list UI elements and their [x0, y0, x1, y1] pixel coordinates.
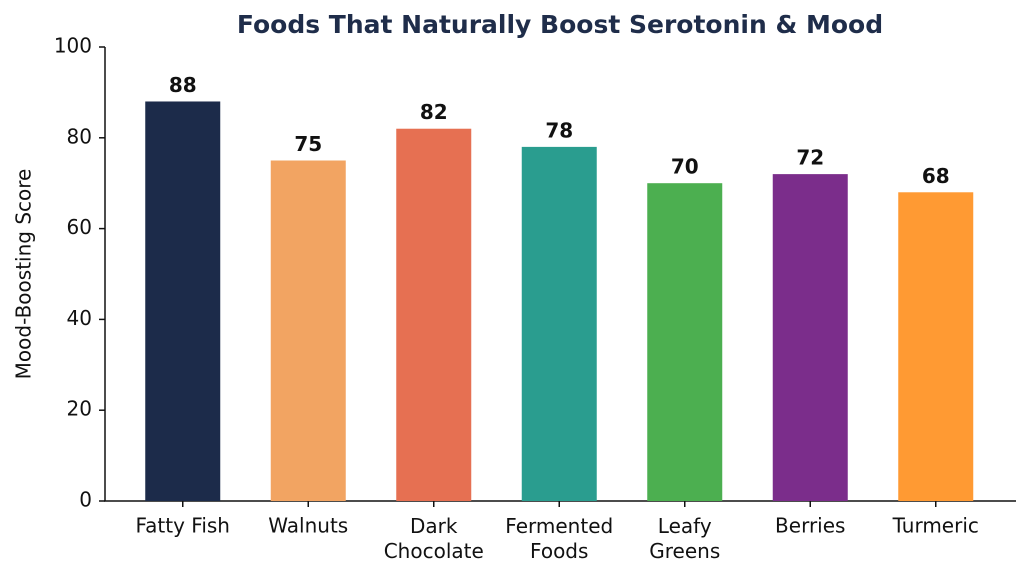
y-axis-label: Mood-Boosting Score [12, 169, 36, 380]
value-label: 78 [545, 118, 573, 142]
bar [145, 101, 221, 501]
bar [772, 174, 848, 501]
y-tick-label: 40 [67, 306, 92, 330]
y-tick-label: 80 [67, 124, 92, 148]
value-label: 88 [169, 73, 197, 97]
value-label: 82 [420, 100, 448, 124]
x-tick-label: Berries [775, 514, 845, 538]
y-tick-label: 0 [79, 488, 92, 512]
bar [521, 146, 597, 501]
x-tick-label: Leafy Greens [649, 514, 720, 563]
x-tick-label: Turmeric [892, 514, 979, 538]
value-label: 70 [671, 155, 699, 179]
x-tick-label: Walnuts [268, 514, 348, 538]
x-tick-label: Dark Chocolate [384, 514, 484, 563]
x-tick-label: Fatty Fish [135, 514, 230, 538]
bar [898, 192, 974, 501]
value-label: 72 [796, 146, 824, 170]
bar [270, 160, 346, 501]
y-tick-label: 20 [67, 397, 92, 421]
value-label: 68 [922, 164, 950, 188]
bar [396, 128, 472, 501]
y-tick-label: 60 [67, 215, 92, 239]
x-tick-label: Fermented Foods [505, 514, 613, 563]
bar [647, 183, 723, 501]
value-label: 75 [294, 132, 322, 156]
y-tick-label: 100 [54, 34, 92, 58]
chart-title: Foods That Naturally Boost Serotonin & M… [237, 10, 883, 39]
